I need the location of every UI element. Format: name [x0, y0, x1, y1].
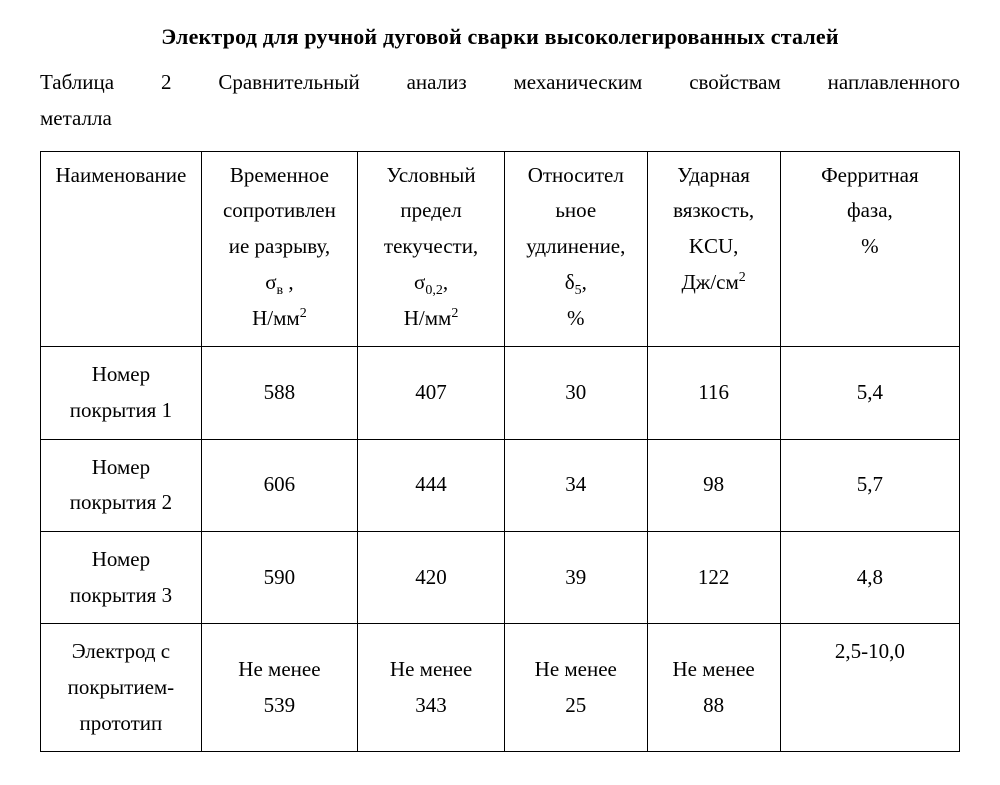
table-cell: Не менее539 — [201, 624, 357, 752]
row-label: Электрод спокрытием-прототип — [41, 624, 202, 752]
table-cell: 590 — [201, 531, 357, 623]
caption-line-2: металла — [40, 101, 960, 137]
table-cell: 4,8 — [780, 531, 959, 623]
properties-table: Наименование Временное сопротивлен ие ра… — [40, 151, 960, 753]
table-cell: 420 — [358, 531, 505, 623]
table-row: Номерпокрытия 3590420391224,8 — [41, 531, 960, 623]
table-cell: 407 — [358, 347, 505, 439]
table-cell: 39 — [505, 531, 647, 623]
sigma-v: σв , — [206, 265, 353, 301]
table-cell: Не менее25 — [505, 624, 647, 752]
table-cell: 588 — [201, 347, 357, 439]
unit-jcm2: Дж/см2 — [652, 265, 776, 301]
unit-nmm2-1: Н/мм2 — [206, 301, 353, 337]
table-cell: 444 — [358, 439, 505, 531]
table-cell: 116 — [647, 347, 780, 439]
row-label: Номерпокрытия 2 — [41, 439, 202, 531]
table-cell: 122 — [647, 531, 780, 623]
col-header-name: Наименование — [41, 151, 202, 346]
table-caption: Таблица 2 Сравнительный анализ механичес… — [40, 65, 960, 136]
table-cell: Не менее343 — [358, 624, 505, 752]
document-title: Электрод для ручной дуговой сварки высок… — [40, 18, 960, 55]
col-header-elongation: Относител ьное удлинение, δ5, % — [505, 151, 647, 346]
row-label: Номерпокрытия 1 — [41, 347, 202, 439]
table-header-row: Наименование Временное сопротивлен ие ра… — [41, 151, 960, 346]
unit-nmm2-2: Н/мм2 — [362, 301, 500, 337]
col-header-impact: Ударная вязкость, KCU, Дж/см2 — [647, 151, 780, 346]
table-cell: Не менее88 — [647, 624, 780, 752]
table-row: Номерпокрытия 1588407301165,4 — [41, 347, 960, 439]
sigma-02: σ0,2, — [362, 265, 500, 301]
col-header-ferrite: Ферритная фаза, % — [780, 151, 959, 346]
table-cell: 34 — [505, 439, 647, 531]
table-cell: 30 — [505, 347, 647, 439]
page: Электрод для ручной дуговой сварки высок… — [0, 0, 1000, 785]
row-label: Номерпокрытия 3 — [41, 531, 202, 623]
table-row: Электрод спокрытием-прототипНе менее539Н… — [41, 624, 960, 752]
caption-line-1: Таблица 2 Сравнительный анализ механичес… — [40, 65, 960, 101]
table-cell: 98 — [647, 439, 780, 531]
col-header-tensile: Временное сопротивлен ие разрыву, σв , Н… — [201, 151, 357, 346]
table-cell: 606 — [201, 439, 357, 531]
table-cell: 5,4 — [780, 347, 959, 439]
col-header-yield: Условный предел текучести, σ0,2, Н/мм2 — [358, 151, 505, 346]
table-row: Номерпокрытия 260644434985,7 — [41, 439, 960, 531]
table-body: Номерпокрытия 1588407301165,4Номерпокрыт… — [41, 347, 960, 752]
table-cell: 5,7 — [780, 439, 959, 531]
table-cell: 2,5-10,0 — [780, 624, 959, 752]
delta-5: δ5, — [509, 265, 642, 301]
